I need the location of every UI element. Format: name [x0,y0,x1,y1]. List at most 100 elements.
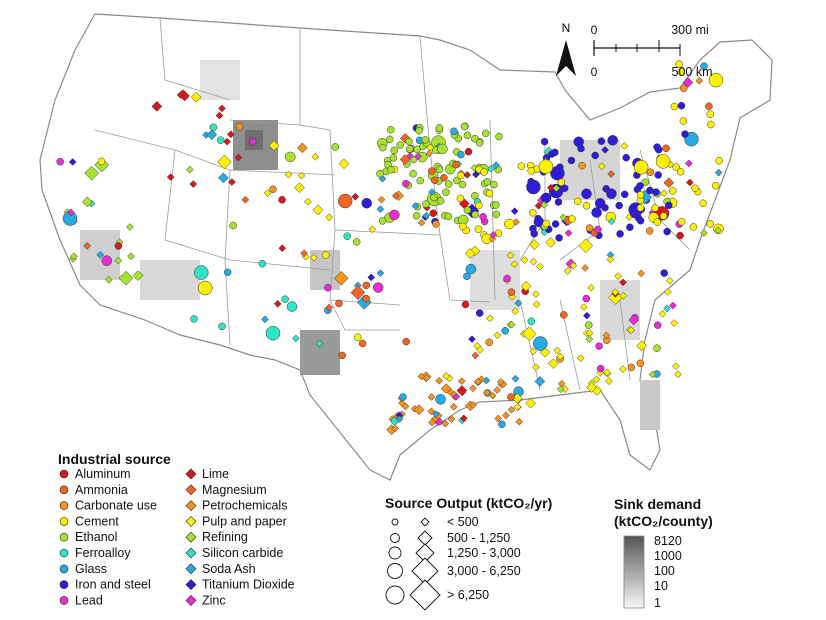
facility-marker [132,270,144,281]
scale-label-km: 500 km [672,65,713,79]
facility-marker [82,196,93,208]
output-class-4: 3,000 - 6,250 [447,564,521,578]
facility-marker [483,388,491,397]
facility-marker [552,184,561,193]
facility-marker [376,169,384,178]
facility-marker [527,167,535,175]
facility-marker [471,134,479,143]
facility-marker [449,402,458,411]
facility-marker [513,403,522,411]
facility-marker [532,300,541,309]
facility-marker [585,321,593,329]
facility-marker [691,184,699,193]
facility-marker [679,117,688,125]
facility-marker [714,168,723,177]
legend-label-ammonia: Ammonia [75,483,128,497]
facility-marker [591,151,599,160]
legend-label-lead: Lead [75,593,103,607]
legend-symbol-titanium-dioxide [185,579,197,591]
facility-marker [217,154,232,170]
facility-marker [664,288,672,296]
facility-marker [506,251,515,260]
industrial-source-markers [56,60,724,436]
facility-marker [229,221,237,230]
facility-marker [502,411,510,420]
facility-marker [469,384,477,393]
facility-marker [474,225,483,233]
facility-marker [198,280,213,296]
facility-marker [401,402,410,411]
facility-marker [490,180,498,189]
facility-marker [594,225,602,234]
facility-marker [663,304,671,313]
facility-marker [350,285,366,300]
facility-marker [285,151,296,163]
facility-marker [453,176,461,185]
facility-marker [463,131,472,140]
facility-marker [653,321,662,329]
legend-label-ethanol: Ethanol [75,530,117,544]
legend-sink-title-2: (ktCO₂/county) [614,513,713,529]
facility-marker [660,189,668,198]
legend-label-cement: Cement [75,514,119,528]
facility-marker [362,294,370,303]
facility-marker [582,294,591,303]
facility-marker [351,192,360,201]
facility-marker [637,269,646,278]
facility-marker [532,363,540,372]
facility-marker [582,311,591,320]
facility-marker [460,122,469,131]
facility-marker [189,180,198,188]
facility-marker [402,337,410,346]
facility-marker [560,311,568,319]
legend-symbol-magnesium [185,484,197,496]
facility-marker [421,136,430,144]
facility-marker [440,383,452,394]
facility-marker [520,280,532,292]
facility-marker [190,315,198,323]
legend-symbol-iron-and-steel [59,580,69,589]
facility-marker [626,223,634,231]
facility-marker [495,132,503,141]
facility-marker [551,148,559,157]
facility-marker [636,191,645,199]
facility-marker [104,275,113,284]
facility-marker [331,143,340,151]
facility-marker [569,261,578,270]
facility-marker [652,188,660,196]
sink-tick-1: 8120 [654,534,682,548]
facility-marker [663,177,675,189]
facility-marker [430,193,438,202]
facility-marker [413,145,421,154]
facility-marker [194,265,209,280]
facility-marker [425,149,434,158]
facility-marker [413,404,425,416]
legend-label-pulp-and-paper: Pulp and paper [202,514,287,528]
facility-marker [595,342,603,350]
facility-marker [325,213,334,222]
legend-label-aluminum: Aluminum [75,467,131,481]
facility-marker [166,173,175,181]
facility-marker [669,187,677,195]
facility-marker [114,256,123,265]
sink-tick-3: 100 [654,564,675,578]
facility-marker [540,192,552,204]
facility-marker [444,180,453,188]
output-diamond-symbols [409,517,441,611]
facility-marker [670,319,679,327]
facility-marker [118,270,134,286]
facility-marker [636,204,645,212]
facility-marker [689,223,698,231]
facility-marker [291,334,300,343]
facility-marker [447,415,456,423]
facility-marker [677,101,686,110]
facility-marker [216,136,225,144]
facility-marker [597,137,606,145]
sink-color-ramp [623,535,645,609]
facility-marker [263,189,272,197]
facility-marker [665,201,673,210]
scale-zero-bottom: 0 [591,65,598,79]
facility-marker [479,213,487,221]
facility-marker [568,215,576,223]
